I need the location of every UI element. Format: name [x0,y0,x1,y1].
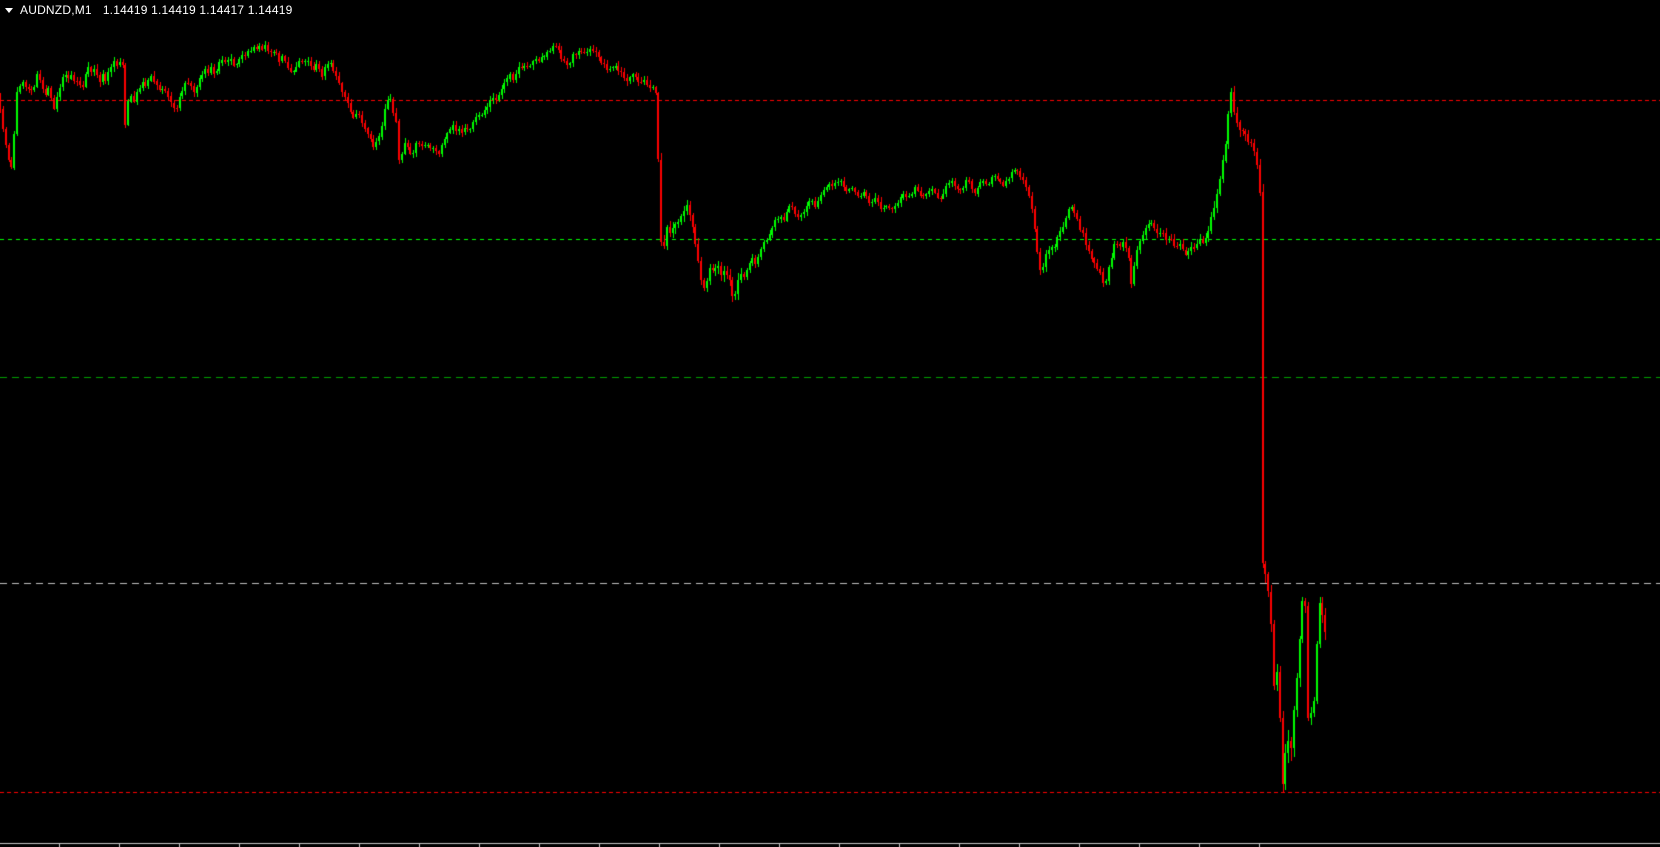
ohlc-quote-label: 1.14419 1.14419 1.14417 1.14419 [102,3,293,17]
symbol-timeframe-label: AUDNZD,M1 [20,3,92,17]
chart-header: AUDNZD,M1 1.14419 1.14419 1.14417 1.1441… [5,3,293,17]
chart-collapse-icon[interactable] [5,8,13,13]
